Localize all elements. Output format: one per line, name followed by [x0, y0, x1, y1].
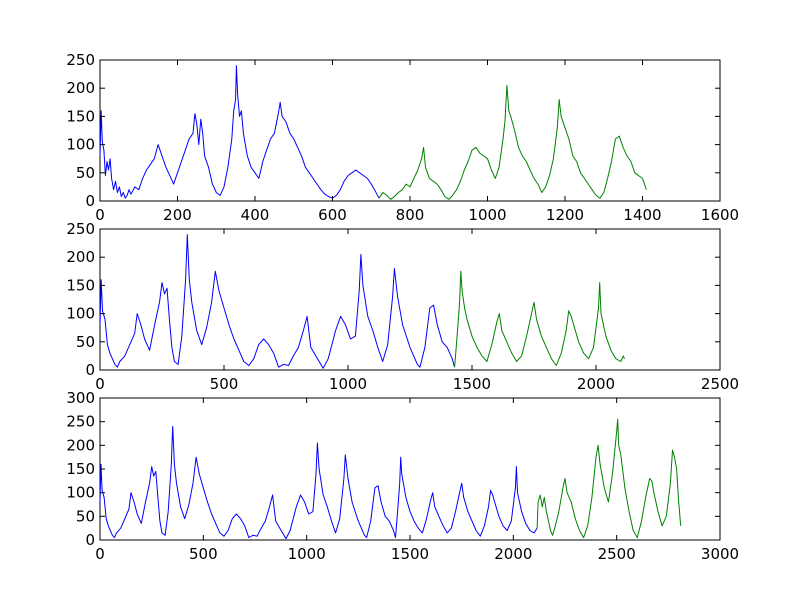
- y-tick-label: 150: [66, 276, 95, 294]
- subplot-2: 0 500 1000 1500 2000 2500 0 50 100 150 200 250: [66, 220, 739, 393]
- x-tick-label: 200: [163, 206, 192, 224]
- y-tick-label: 100: [66, 305, 95, 323]
- y-tick-label: 100: [66, 136, 95, 154]
- y-tick-label: 100: [66, 484, 95, 502]
- x-tick-label: 1000: [288, 545, 326, 563]
- x-tick-label: 1000: [468, 206, 506, 224]
- x-tick-label: 0: [95, 545, 105, 563]
- y-tick-label: 250: [66, 413, 95, 431]
- plot-frame: [99, 59, 721, 202]
- x-tick-label: 1500: [391, 545, 429, 563]
- y-tick-label: 200: [66, 79, 95, 97]
- x-tick-label: 2500: [598, 545, 636, 563]
- y-tick-label: 150: [66, 460, 95, 478]
- subplot-3: 0 500 1000 1500 2000 2500 3000 0 50 100 150 200 250 3…: [66, 389, 739, 563]
- series-line-2: [454, 270, 625, 368]
- y-tick-label: 200: [66, 248, 95, 266]
- y-tick-label: 50: [76, 333, 95, 351]
- x-tick-label: 2000: [577, 375, 615, 393]
- x-tick-label: 2000: [494, 545, 532, 563]
- x-tick-label: 1400: [623, 206, 661, 224]
- y-tick-label: 50: [76, 164, 95, 182]
- series-line-1: [99, 425, 538, 540]
- x-tick-label: 500: [210, 375, 239, 393]
- series-line-2: [536, 418, 682, 539]
- subplot-1: 0 200 400 600 800 1000 1200 1400 1600 0 50 100 150 20…: [66, 51, 739, 224]
- y-tick-label: 150: [66, 107, 95, 125]
- series-line-2: [378, 84, 647, 200]
- x-tick-label: 3000: [701, 545, 739, 563]
- x-tick-label: 600: [318, 206, 347, 224]
- x-tick-label: 800: [396, 206, 425, 224]
- x-tick-label: 1600: [701, 206, 739, 224]
- x-tick-label: 0: [95, 375, 105, 393]
- plot-frame: [99, 397, 721, 541]
- y-tick-label: 200: [66, 436, 95, 454]
- x-tick-label: 400: [241, 206, 270, 224]
- plot-frame: [99, 228, 721, 371]
- y-tick-label: 250: [66, 220, 95, 238]
- x-tick-label: 1200: [546, 206, 584, 224]
- series-line-1: [99, 234, 456, 369]
- y-tick-label: 50: [76, 507, 95, 525]
- y-tick-label: 250: [66, 51, 95, 69]
- series-line-1: [99, 65, 380, 199]
- x-tick-label: 2500: [701, 375, 739, 393]
- y-tick-label: 300: [66, 389, 95, 407]
- x-tick-label: 0: [95, 206, 105, 224]
- y-tick-label: 0: [85, 361, 95, 379]
- y-tick-label: 0: [85, 192, 95, 210]
- x-tick-label: 1500: [453, 375, 491, 393]
- y-tick-label: 0: [85, 531, 95, 549]
- x-tick-label: 1000: [329, 375, 367, 393]
- x-tick-label: 500: [189, 545, 218, 563]
